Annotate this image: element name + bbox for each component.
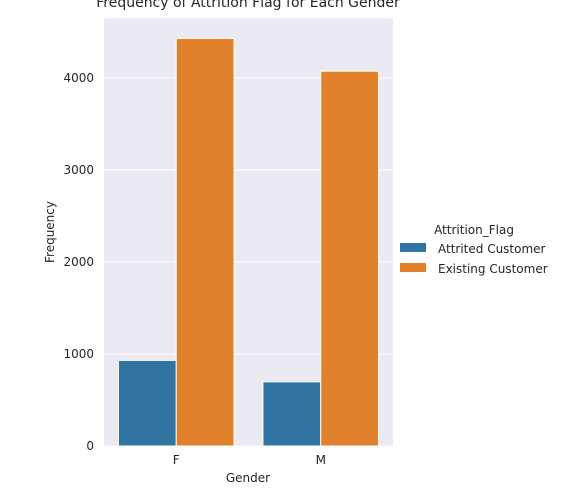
- y-tick-label-1000: 1000: [63, 347, 94, 361]
- y-axis-label: Frequency: [43, 201, 57, 263]
- legend-label-attrited: Attrited Customer: [438, 242, 546, 256]
- y-tick-labels: 0 1000 2000 3000 4000: [63, 71, 94, 453]
- legend-swatch-attrited: [400, 243, 426, 252]
- chart-title: Frequency of Attrition Flag for Each Gen…: [96, 0, 400, 11]
- bar-M-existing-customer: [320, 70, 380, 447]
- bar-F-existing-customer: [175, 37, 235, 447]
- y-tick-label-2000: 2000: [63, 255, 94, 269]
- y-tick-label-0: 0: [86, 439, 94, 453]
- y-tick-label-3000: 3000: [63, 163, 94, 177]
- y-tick-label-4000: 4000: [63, 71, 94, 85]
- x-axis-label: Gender: [226, 471, 270, 485]
- bar-F-attrited-customer: [117, 359, 177, 447]
- legend-title: Attrition_Flag: [434, 223, 514, 237]
- legend: Attrition_Flag Attrited Customer Existin…: [400, 223, 548, 276]
- legend-swatch-existing: [400, 263, 426, 272]
- x-tick-label-F: F: [173, 453, 180, 467]
- x-tick-label-M: M: [316, 453, 326, 467]
- legend-label-existing: Existing Customer: [438, 262, 548, 276]
- bar-M-attrited-customer: [262, 381, 322, 447]
- bars: [117, 37, 380, 447]
